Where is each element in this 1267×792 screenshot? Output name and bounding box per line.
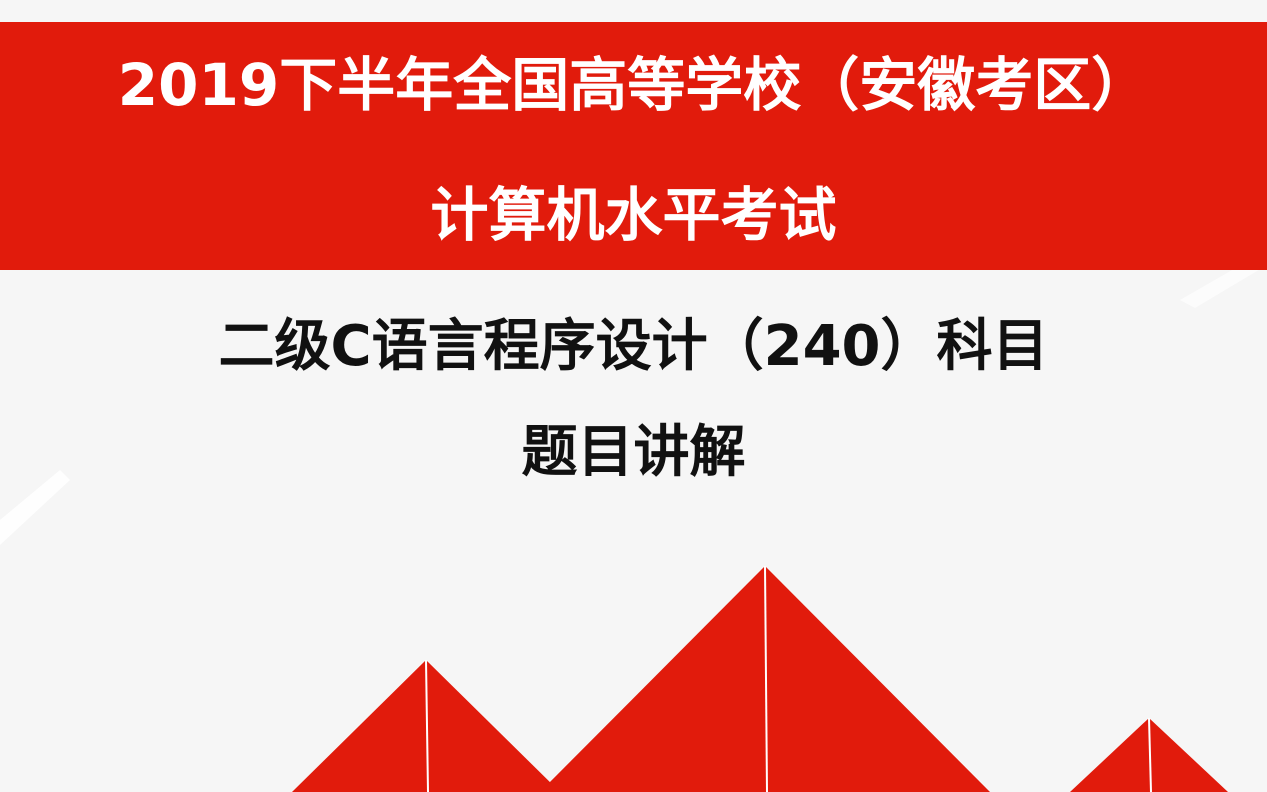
banner-title-line-1: 2019下半年全国高等学校（安徽考区） xyxy=(117,51,1150,119)
subject-title-line-2: 题目讲解 xyxy=(521,420,746,485)
mountain-center-ridge xyxy=(764,565,768,792)
banner-title-line-2: 计算机水平考试 xyxy=(430,181,837,249)
title-banner: 2019下半年全国高等学校（安徽考区） 计算机水平考试 xyxy=(0,22,1267,270)
light-streak-shape xyxy=(0,470,70,545)
mountain-right-ridge xyxy=(1148,717,1152,792)
mountain-left-ridge xyxy=(425,659,429,792)
subject-title-line-1: 二级C语言程序设计（240）科目 xyxy=(218,314,1049,379)
